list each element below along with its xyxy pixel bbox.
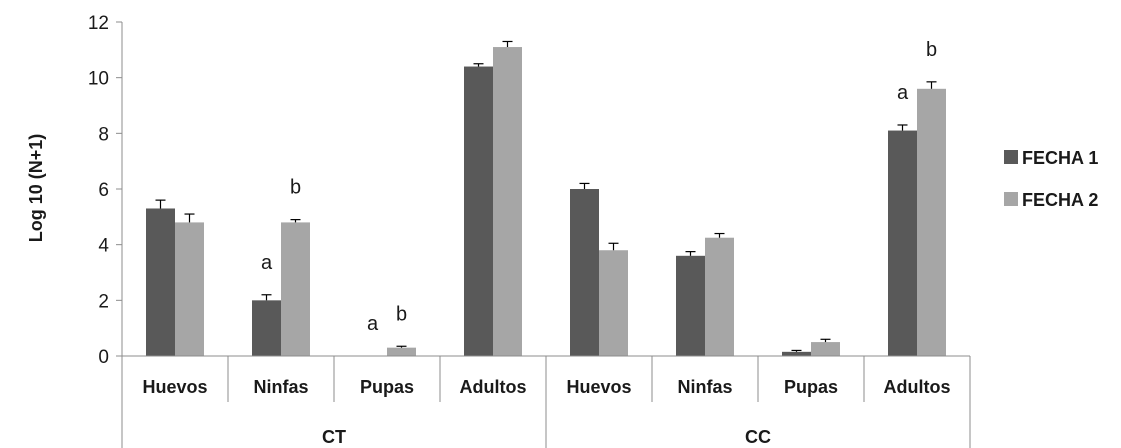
significance-letter: b <box>396 303 407 325</box>
y-axis: 0 2 4 6 8 10 12 <box>88 13 123 368</box>
y-tick-label: 8 <box>98 124 109 145</box>
bar <box>252 300 281 356</box>
category-label: Pupas <box>784 377 838 397</box>
category-label: Adultos <box>884 377 951 397</box>
category-label: Pupas <box>360 377 414 397</box>
bar <box>599 250 628 356</box>
legend-swatch <box>1004 150 1018 164</box>
group-label: CT <box>322 427 346 447</box>
bar <box>705 237 734 356</box>
category-label: Huevos <box>142 377 207 397</box>
significance-letter: a <box>261 252 273 274</box>
category-label: Ninfas <box>677 377 732 397</box>
bar <box>782 351 811 356</box>
significance-letter: b <box>926 39 937 61</box>
error-bars <box>155 40 937 352</box>
significance-letter: b <box>290 177 301 199</box>
legend: FECHA 1 FECHA 2 <box>1004 148 1098 210</box>
group-label: CC <box>745 427 771 447</box>
y-axis-label: Log 10 (N+1) <box>26 134 46 243</box>
y-tick-label: 12 <box>88 13 109 34</box>
bar <box>888 130 917 356</box>
bars <box>146 47 946 357</box>
annotations: aba bab <box>261 39 937 335</box>
bar <box>387 347 416 356</box>
y-tick-label: 4 <box>98 236 109 257</box>
x-axis: Huevos Ninfas Pupas Adultos Huevos Ninfas Pupa… <box>121 355 971 448</box>
y-tick-label: 6 <box>98 180 109 201</box>
category-label: Ninfas <box>253 377 308 397</box>
significance-letter: a <box>367 313 379 335</box>
category-label: Adultos <box>460 377 527 397</box>
y-tick-label: 10 <box>88 69 109 90</box>
bar <box>676 255 705 356</box>
bar <box>281 222 310 356</box>
bar <box>570 189 599 356</box>
bar <box>917 88 946 357</box>
bar <box>175 222 204 356</box>
category-label: Huevos <box>566 377 631 397</box>
bar <box>493 47 522 357</box>
y-tick-label: 2 <box>98 291 109 312</box>
legend-swatch <box>1004 192 1018 206</box>
y-tick-label: 0 <box>98 347 109 368</box>
bar <box>464 66 493 357</box>
legend-label: FECHA 1 <box>1022 148 1098 168</box>
significance-letter: a <box>897 82 909 104</box>
legend-label: FECHA 2 <box>1022 190 1098 210</box>
bar <box>146 208 175 356</box>
bar <box>811 342 840 356</box>
